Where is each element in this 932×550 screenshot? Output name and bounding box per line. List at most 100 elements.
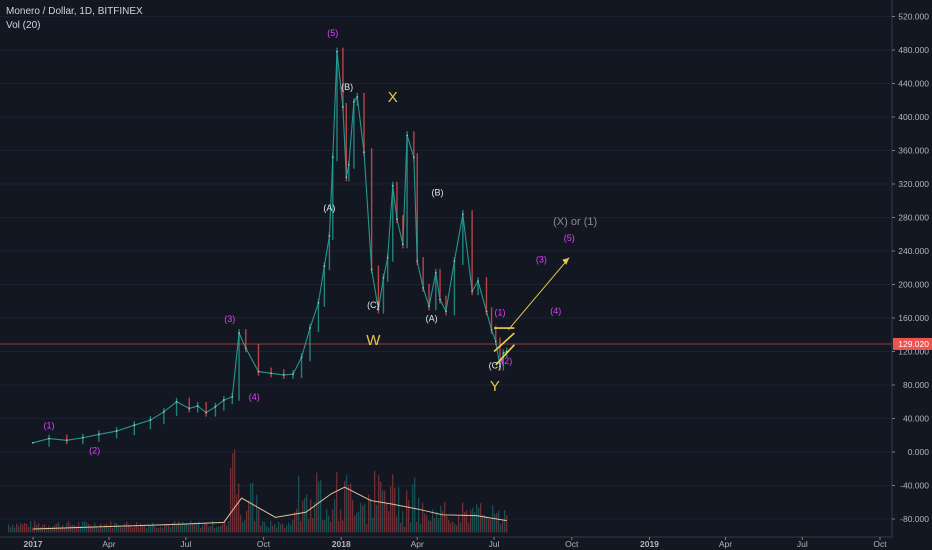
volume-bar [484,515,486,533]
price-point [428,305,430,308]
volume-bar [474,512,476,533]
price-tick-label: 120.000 [898,347,929,357]
volume-bar [330,522,332,533]
volume-bar [364,503,366,533]
price-tick-label: 0.000 [908,447,930,457]
volume-bar [236,494,238,533]
price-point [396,218,398,221]
volume-bar [286,525,288,533]
volume-bar [174,521,176,533]
price-axis[interactable]: 560.000520.000480.000440.000400.000360.0… [891,0,932,550]
price-point [453,260,456,262]
volume-bar [432,509,434,533]
volume-bar [400,522,402,533]
volume-bar [408,500,410,533]
volume-bar [252,482,254,533]
volume-bar [24,523,26,533]
volume-bar [454,523,456,533]
volume-bar [26,523,28,533]
volume-bar [450,523,452,533]
volume-bar [254,521,256,533]
elliott-wave-drawings[interactable] [0,257,892,366]
volume-bar [122,527,124,533]
price-tick-label: -80.000 [900,514,929,524]
volume-bar [96,526,98,533]
price-tick-label: 440.000 [898,79,929,89]
volume-bar [200,527,202,533]
volume-bar [482,514,484,533]
volume-bar [68,520,70,533]
volume-bar [414,477,416,533]
price-point [434,271,437,274]
time-tick-label: Jul [180,539,191,549]
price-point [377,308,380,311]
volume-bar [394,487,396,533]
volume-bar [170,527,172,533]
symbol-title[interactable]: Monero / Dollar, 1D, BITFINEX [6,6,143,17]
price-tick-label: 240.000 [898,246,929,256]
volume-bar [262,521,264,533]
wave-label: (4) [249,392,260,402]
volume-bar [504,510,506,533]
volume-bar [378,475,380,533]
volume-bar [114,522,116,533]
wave-label: (B) [431,188,443,198]
wave-label: (C) [489,360,502,370]
volume-bar [188,524,190,533]
price-point [65,439,68,442]
volume-bar [80,526,82,533]
price-point [222,399,225,401]
volume-bar [308,519,310,533]
price-tick-label: 520.000 [898,12,929,22]
volume-bar [310,499,312,533]
volume-bar [148,524,150,533]
price-tick-label: -40.000 [900,481,929,491]
volume-bar [322,520,324,533]
volume-bar [124,524,126,533]
price-point [370,268,373,271]
volume-bar [460,522,462,533]
volume-bar [380,481,382,533]
wxy-label: X [388,89,398,106]
volume-bar [456,525,458,533]
volume-bar [280,524,282,533]
time-axis[interactable]: 2017 Apr Jul Oct 2018 Apr Jul Oct 2019 Apr Jul Oct [0,536,932,550]
volume-bar [420,523,422,533]
time-tick-label: Apr [411,539,424,549]
volume-bar [376,504,378,533]
volume-bar [348,484,350,533]
price-point [270,372,273,375]
time-tick-label: 2019 [640,539,659,549]
volume-indicator-label[interactable]: Vol (20) [6,20,41,31]
volume-bar [204,523,206,533]
volume-bar [372,517,374,533]
volume-bar [106,523,108,533]
volume-bar [362,505,364,533]
volume-bar [506,515,508,533]
volume-bar [210,525,212,533]
volume-bar [468,523,470,533]
price-point [391,184,394,187]
volume-bar [500,524,502,533]
price-point [115,430,118,432]
volume-bar [52,526,54,533]
volume-bar [386,503,388,533]
volume-bar [198,521,200,533]
price-point [461,213,464,216]
price-point [214,405,217,408]
volume-bar [256,494,258,533]
volume-bar [300,521,302,533]
wave-label: (2) [501,356,512,366]
volume-bar [154,526,156,533]
volume-bar [108,527,110,533]
volume-bar [234,449,236,533]
volume-bar [92,526,94,533]
volume-bar [202,524,204,533]
volume-bar [324,520,326,533]
price-point [494,340,497,343]
volume-bar [352,499,354,533]
price-point [149,419,152,422]
volume-bar [194,522,196,533]
volume-bar [32,527,34,533]
